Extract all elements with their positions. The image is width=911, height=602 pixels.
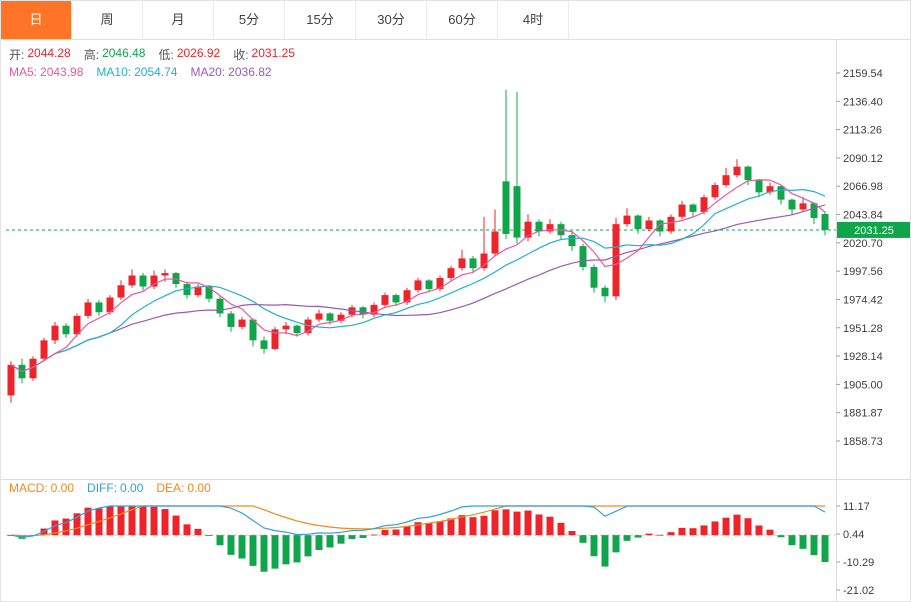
ma-lines	[10, 179, 826, 373]
price-axis-label: 2043.84	[843, 210, 883, 222]
ohlc-low: 低: 2026.92	[158, 46, 221, 62]
diff-line	[10, 505, 826, 539]
tab-4hour[interactable]: 4时	[498, 1, 569, 39]
ohlc-high: 高: 2046.48	[83, 46, 146, 62]
price-axis-label: 1858.73	[843, 436, 883, 448]
ma20-legend-item: MA20: 2036.82	[190, 65, 272, 79]
ma-legend: MA5: 2043.98 MA10: 2054.74 MA20: 2036.82	[9, 65, 272, 79]
price-macd-chart[interactable]: 2159.54 2136.40 2113.26 2090.12 2066.98 2043.…	[1, 39, 911, 602]
chart-area: 2159.54 2136.40 2113.26 2090.12 2066.98 2043.…	[1, 39, 911, 602]
current-price-tag-value: 2031.25	[854, 225, 894, 237]
price-axis-label: 2066.98	[843, 181, 883, 193]
ohlc-close: 收: 2031.25	[233, 46, 295, 62]
macd-axis-label: 0.44	[843, 529, 864, 541]
dea-legend-item: DEA: 0.00	[156, 481, 211, 495]
macd-legend-item: MACD: 0.00	[9, 481, 75, 495]
macd-axis-label: 11.17	[843, 501, 870, 513]
price-axis-label: 1974.42	[843, 294, 883, 306]
price-axis-label: 1928.14	[843, 351, 883, 363]
ma20-line	[10, 204, 826, 373]
price-axis-label: 2136.40	[843, 96, 883, 108]
ohlc-open: 开: 2044.28	[9, 46, 71, 62]
price-axis-label: 1951.28	[843, 323, 883, 335]
macd-legend: MACD: 0.00 DIFF: 0.00 DEA: 0.00	[9, 481, 211, 495]
price-axis-label: 1881.87	[843, 408, 883, 420]
chart-structure: 2159.54 2136.40 2113.26 2090.12 2066.98 2043.…	[1, 39, 910, 601]
price-axis-label: 2090.12	[843, 153, 883, 165]
tab-month[interactable]: 月	[143, 1, 214, 39]
candlesticks	[7, 89, 829, 403]
diff-legend-item: DIFF: 0.00	[87, 481, 144, 495]
macd-axis-label: -10.29	[843, 557, 874, 569]
ma5-legend-item: MA5: 2043.98	[9, 65, 84, 79]
price-axis-label: 1905.00	[843, 379, 883, 391]
ma5-line	[10, 179, 826, 373]
price-axis-label: 1997.56	[843, 266, 883, 278]
price-axis-label: 2159.54	[843, 68, 883, 80]
tab-day[interactable]: 日	[1, 1, 72, 39]
macd-panel: 11.17 0.44 -10.29 -21.02	[6, 501, 874, 597]
tab-60min[interactable]: 60分	[427, 1, 498, 39]
tab-week[interactable]: 周	[72, 1, 143, 39]
tab-15min[interactable]: 15分	[285, 1, 356, 39]
macd-axis-label: -21.02	[843, 585, 874, 597]
ohlc-legend: 开: 2044.28 高: 2046.48 低: 2026.92 收: 2031.25	[9, 46, 295, 63]
tab-5min[interactable]: 5分	[214, 1, 285, 39]
current-price-tag	[837, 221, 910, 238]
tab-30min[interactable]: 30分	[356, 1, 427, 39]
ma10-line	[10, 188, 826, 373]
price-axis-label: 2020.70	[843, 238, 883, 250]
interval-tabs: 日周月 5分 15分 30分 60分 4时	[1, 1, 910, 40]
price-axis-label: 2113.26	[843, 125, 882, 137]
ma10-legend-item: MA10: 2054.74	[96, 65, 178, 79]
